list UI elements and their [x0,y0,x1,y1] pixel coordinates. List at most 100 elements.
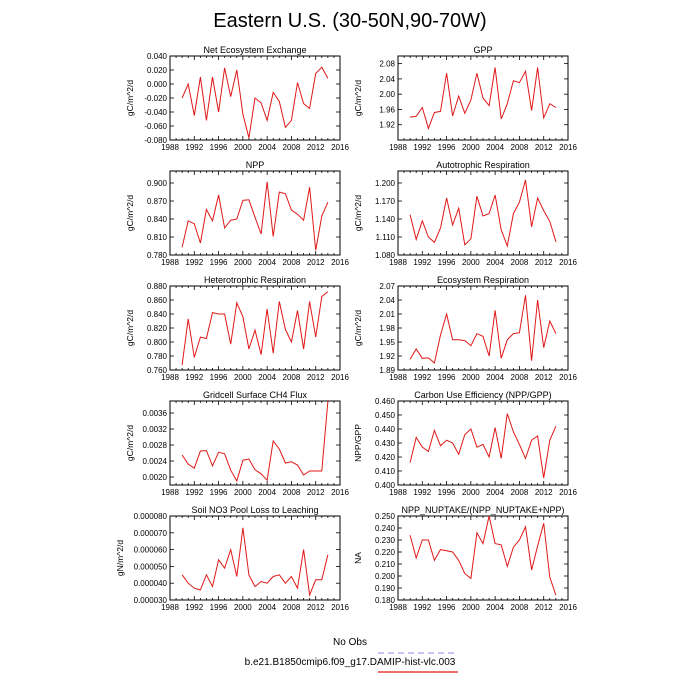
panel-title: GPP [473,45,492,55]
y-tick-label: 0.420 [375,453,396,462]
y-tick-label: 0.460 [375,397,396,406]
series-line-1 [181,400,329,483]
panel-9: Soil NO3 Pool Loss to Leaching 1988 1992 19… [115,505,349,612]
y-tick-label: 0.400 [375,481,396,490]
x-tick-label: 1988 [389,488,407,497]
panel-7: Gridcell Surface CH4 Flux 1988 1992 1996 200… [125,390,349,497]
x-tick-label: 2008 [283,373,301,382]
x-tick-label: 1996 [438,488,456,497]
y-tick-label: 1.95 [379,338,395,347]
x-tick-label: 1992 [413,258,431,267]
series-line-1 [409,413,557,479]
x-tick-label: 2008 [283,143,301,152]
y-tick-label: -0.040 [144,108,167,117]
x-tick-label: 1992 [185,143,203,152]
x-tick-label: 1996 [210,373,228,382]
y-tick-label: 2.07 [379,282,395,291]
y-tick-label: 2.04 [379,75,395,84]
x-tick-label: 1996 [210,603,228,612]
panel-title: Ecosystem Respiration [437,275,529,285]
y-tick-label: 2.00 [379,90,395,99]
y-tick-label: 0.000060 [134,546,168,555]
y-tick-label: 0.900 [147,179,168,188]
x-tick-label: 2016 [331,373,349,382]
y-tick-label: 0.860 [147,296,168,305]
y-tick-label: 0.210 [375,560,396,569]
y-axis-label: NPP/GPP [353,424,363,462]
x-tick-label: 2008 [511,603,529,612]
x-tick-label: 1996 [210,258,228,267]
legend-label-model: b.e21.B1850cmip6.f09_g17.DAMIP-hist-vlc.… [244,657,456,668]
x-tick-label: 1996 [438,373,456,382]
x-tick-label: 2016 [559,143,577,152]
y-axis-label: gN/m^2/d [115,540,125,576]
y-tick-label: 0.040 [147,52,168,61]
y-tick-label: 0.020 [147,66,168,75]
y-tick-label: 0.840 [147,310,168,319]
x-tick-label: 2000 [462,373,480,382]
x-tick-label: 2012 [535,143,553,152]
y-tick-label: 0.000080 [134,512,168,521]
x-tick-label: 2012 [307,143,325,152]
x-tick-label: 2012 [535,258,553,267]
y-tick-label: -0.060 [144,122,167,131]
y-tick-label: 0.0024 [143,457,168,466]
y-tick-label: 0.0028 [143,441,168,450]
x-tick-label: 1996 [438,603,456,612]
y-axis-label: gC/m^2/d [125,425,135,461]
x-tick-label: 1988 [161,143,179,152]
y-tick-label: 0.880 [147,282,168,291]
y-tick-label: 0.430 [375,439,396,448]
x-tick-label: 1992 [185,603,203,612]
x-tick-label: 2016 [559,603,577,612]
x-tick-label: 2000 [462,488,480,497]
y-tick-label: 1.89 [379,366,395,375]
x-tick-label: 2000 [234,488,252,497]
y-tick-label: 0.200 [375,572,396,581]
y-tick-label: 0.440 [375,425,396,434]
y-tick-label: 1.080 [375,251,396,260]
panel-title: Autotrophic Respiration [436,160,530,170]
y-tick-label: 1.170 [375,197,396,206]
y-axis-label: NA [353,552,363,564]
x-tick-label: 2012 [307,258,325,267]
x-tick-label: 2008 [511,373,529,382]
x-tick-label: 2000 [234,258,252,267]
x-tick-label: 1992 [413,143,431,152]
x-tick-label: 1996 [210,488,228,497]
x-tick-label: 2000 [462,143,480,152]
x-tick-label: 2012 [307,603,325,612]
legend-label-no-obs: No Obs [333,637,367,648]
y-tick-label: 0.190 [375,584,396,593]
x-tick-label: 1992 [413,488,431,497]
x-tick-label: 2000 [462,258,480,267]
y-tick-label: 0.0032 [143,425,168,434]
y-axis-label: gC/m^2/d [125,310,135,346]
x-tick-label: 1992 [185,258,203,267]
y-tick-label: 0.180 [375,596,396,605]
panel-title: NPP_NUPTAKE/(NPP_NUPTAKE+NPP) [402,505,565,515]
y-tick-label: 1.98 [379,324,395,333]
y-tick-label: -0.080 [144,136,167,145]
x-tick-label: 1988 [161,373,179,382]
series-line-1 [410,67,557,131]
x-tick-label: 2004 [486,373,504,382]
y-tick-label: 0.410 [375,467,396,476]
series-line-1 [409,179,557,248]
panel-5: Heterotrophic Respiration 1988 1992 1996 200… [125,275,349,382]
y-tick-label: 0.780 [147,352,168,361]
y-tick-label: 0.760 [147,366,168,375]
x-tick-label: 2008 [283,488,301,497]
y-tick-label: 0.000070 [134,529,168,538]
x-tick-label: 1992 [413,373,431,382]
y-tick-label: 1.200 [375,179,396,188]
y-axis-label: gC/m^2/d [125,80,135,116]
x-tick-label: 2004 [258,373,276,382]
x-tick-label: 2016 [559,373,577,382]
y-axis-label: gC/m^2/d [353,80,363,116]
y-tick-label: 0.450 [375,411,396,420]
panel-title: Gridcell Surface CH4 Flux [203,390,308,400]
x-tick-label: 2008 [283,258,301,267]
x-tick-label: 1992 [185,488,203,497]
